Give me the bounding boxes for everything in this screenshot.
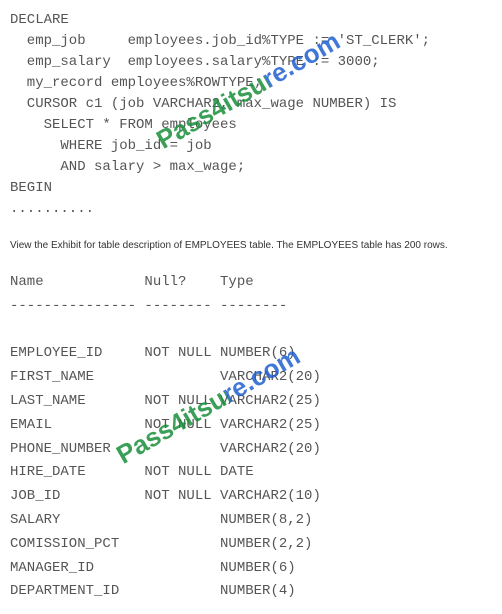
code-line: AND salary > max_wage;: [10, 159, 245, 175]
code-line: DECLARE: [10, 12, 69, 28]
code-line: CURSOR c1 (job VARCHAR2, max_wage NUMBER…: [10, 96, 396, 112]
code-line: ..........: [10, 201, 94, 217]
code-line: WHERE job_id = job: [10, 138, 212, 154]
code-line: emp_salary employees.salary%TYPE := 3000…: [10, 54, 380, 70]
code-line: my_record employees%ROWTYPE;: [10, 75, 262, 91]
plsql-code-block: DECLARE emp_job employees.job_id%TYPE :=…: [10, 10, 492, 220]
code-line: emp_job employees.job_id%TYPE := 'ST_CLE…: [10, 33, 430, 49]
code-line: BEGIN: [10, 180, 52, 196]
exhibit-description: View the Exhibit for table description o…: [10, 240, 492, 251]
table-description: Name Null? Type --------------- --------…: [10, 271, 492, 604]
code-line: SELECT * FROM employees: [10, 117, 237, 133]
